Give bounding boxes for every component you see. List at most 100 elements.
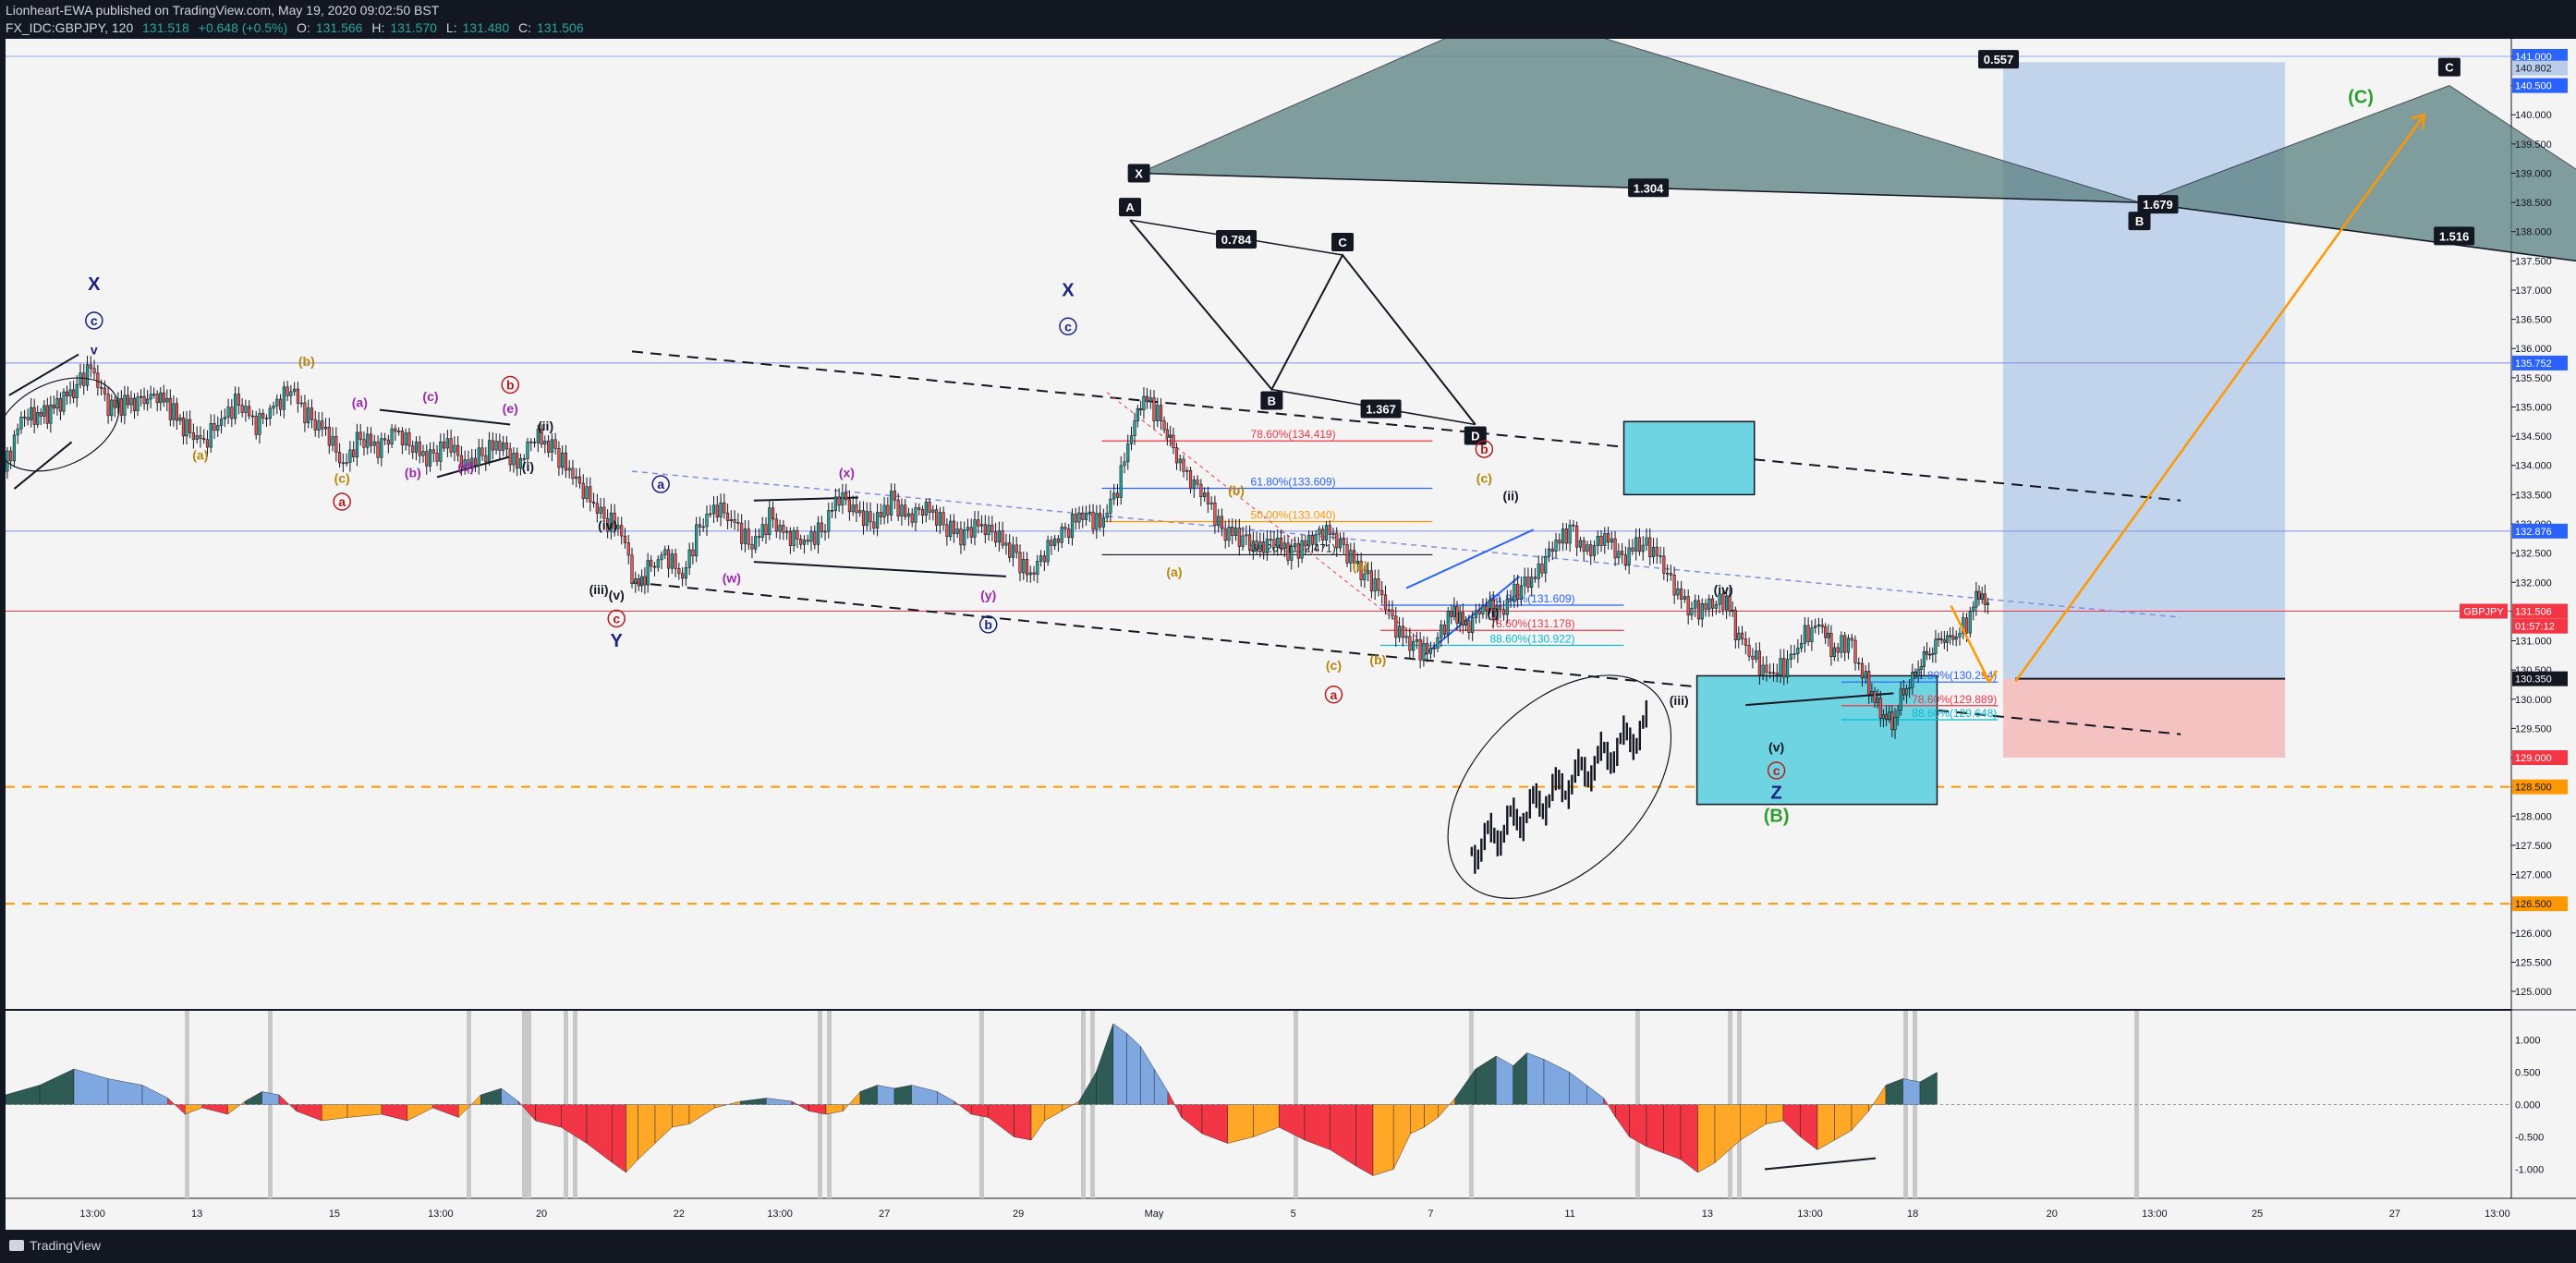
candle — [1139, 400, 1143, 416]
candle — [327, 418, 331, 455]
candle — [802, 535, 807, 554]
candle — [725, 504, 730, 529]
candle — [498, 433, 502, 460]
candle-body — [1888, 711, 1891, 720]
candle — [1185, 467, 1189, 481]
h1-ratio-1: 0.557 — [1978, 50, 2020, 69]
low-value: 131.480 — [462, 20, 510, 35]
price-tag-bg — [2512, 779, 2568, 795]
wave-label: a — [1331, 687, 1338, 702]
axis-label: 129.500 — [2515, 723, 2552, 735]
candle-body — [477, 447, 480, 467]
candle — [963, 521, 966, 551]
candle — [223, 408, 226, 427]
candle — [1380, 580, 1384, 604]
candle-body — [1233, 528, 1238, 536]
candle-body — [1276, 537, 1280, 548]
price-tag: 01:57:12 — [2512, 618, 2568, 634]
candle — [1853, 635, 1857, 671]
wave-circle — [651, 475, 670, 493]
time-axis-label: 18 — [1907, 1208, 1918, 1220]
candle — [1771, 662, 1776, 682]
time-axis-label: 5 — [1291, 1208, 1296, 1220]
fib-b-label-0: 61.80%(131.609) — [1489, 592, 1574, 605]
candle — [969, 518, 973, 544]
h2-ratio-1: 0.784 — [1216, 230, 1258, 249]
candle-body — [1820, 624, 1824, 627]
time-axis-label: 13:00 — [2485, 1208, 2510, 1220]
candle-body — [1377, 578, 1380, 591]
candle — [1053, 534, 1057, 551]
trendline-0 — [379, 408, 511, 426]
candle — [296, 382, 300, 413]
candle — [1129, 426, 1134, 451]
symbol-tag-text: GBPJPY — [2463, 607, 2504, 618]
wave-channel-top — [1405, 528, 1534, 589]
candle — [806, 534, 809, 545]
candle — [599, 497, 602, 519]
candle-body — [1328, 525, 1331, 535]
candle-body — [1152, 397, 1156, 421]
candle-body — [1572, 524, 1575, 527]
candle-body — [906, 513, 911, 517]
wave-label: (a) — [1166, 565, 1182, 579]
candle-body — [869, 511, 872, 523]
candle — [1744, 631, 1747, 655]
price-tag-text: 135.752 — [2515, 358, 2552, 370]
candle — [1779, 649, 1782, 684]
candle — [1986, 598, 1990, 614]
time-axis-label: 13 — [191, 1208, 202, 1220]
candle — [585, 477, 589, 503]
candle-body — [45, 405, 49, 424]
candle-body — [1814, 625, 1817, 628]
candle-body — [431, 449, 435, 454]
candle — [966, 518, 970, 539]
candle-body — [463, 459, 467, 468]
candle — [258, 408, 261, 444]
candle-body — [355, 431, 359, 458]
candle — [1148, 389, 1152, 409]
high-label: H: — [371, 20, 385, 35]
candle-body — [1631, 547, 1634, 552]
candle-body — [1914, 672, 1917, 676]
candle — [1958, 627, 1962, 646]
candle-body — [1850, 638, 1853, 641]
candle — [1846, 634, 1851, 660]
h2-point-a: A — [1119, 198, 1142, 217]
candle-body — [1352, 550, 1356, 565]
candle — [1112, 483, 1116, 505]
candle — [159, 387, 163, 411]
trendline-2 — [753, 561, 1006, 577]
candle-body — [123, 395, 127, 416]
candle — [1623, 546, 1627, 571]
candle-body — [1056, 538, 1061, 543]
candle-body — [1610, 538, 1613, 543]
candle — [1178, 454, 1182, 472]
candle — [244, 399, 248, 422]
price-chart[interactable]: 78.60%(134.419) 61.80%(133.609) 50.00%(133… — [0, 39, 2576, 1230]
candle-body — [1686, 596, 1690, 616]
candle-body — [516, 453, 519, 469]
candle-body — [178, 417, 182, 421]
candle — [1931, 647, 1935, 663]
candle — [1145, 387, 1149, 409]
candle — [1223, 520, 1227, 549]
candle — [334, 427, 338, 462]
candle-body — [698, 524, 702, 528]
candle-body — [1485, 605, 1488, 611]
candle-body — [1634, 537, 1638, 552]
candle-body — [1853, 639, 1857, 663]
tradingview-logo[interactable]: TradingView — [9, 1238, 101, 1253]
candle — [1461, 603, 1464, 635]
candle — [12, 430, 17, 468]
candle — [540, 424, 543, 448]
candle-body — [1245, 534, 1248, 537]
candle — [623, 528, 627, 549]
candle-body — [1028, 572, 1032, 576]
candle — [620, 516, 624, 545]
wave-label: c — [613, 612, 620, 626]
candle — [119, 390, 123, 423]
candle-body — [1606, 533, 1610, 543]
time-axis-label: 29 — [1013, 1208, 1024, 1220]
candle — [1509, 589, 1513, 608]
